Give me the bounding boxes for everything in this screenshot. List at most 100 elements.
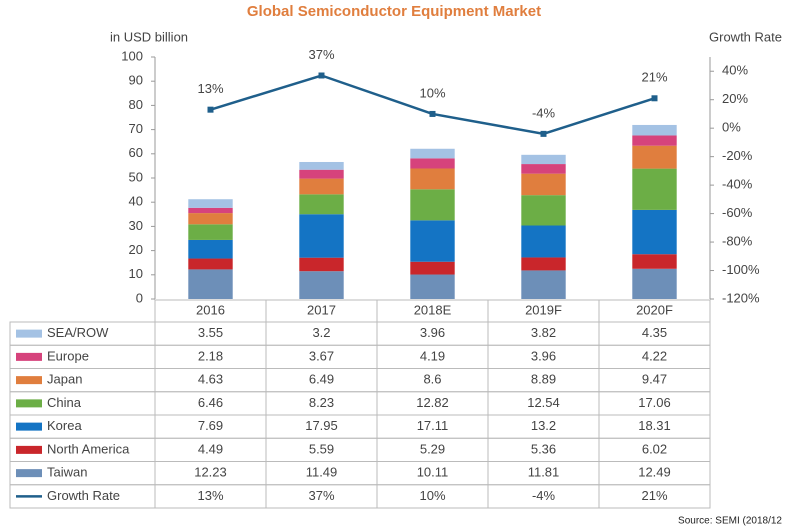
x-tick-label: 2019F (525, 302, 562, 317)
data-label: -4% (532, 105, 556, 120)
table-value: 4.35 (642, 325, 667, 340)
legend-swatch (16, 376, 42, 385)
bar-segment (521, 154, 566, 165)
bar-segment (410, 189, 455, 221)
table-value: 3.82 (531, 325, 556, 340)
y2-tick-label: -40% (722, 177, 753, 192)
table-value: 13% (197, 488, 223, 503)
y2-tick-label: 0% (722, 120, 741, 135)
bar-segment (521, 173, 566, 196)
bar-segment (632, 145, 677, 169)
table-value: 2.18 (198, 348, 223, 363)
bar-segment (632, 209, 677, 255)
table-value: 8.23 (309, 395, 334, 410)
table-value: 18.31 (638, 418, 671, 433)
y-tick-label: 0 (136, 290, 143, 305)
y-tick-label: 20 (129, 242, 143, 257)
chart-title: Global Semiconductor Equipment Market (247, 3, 541, 20)
data-label: 21% (641, 70, 667, 85)
table-value: 5.36 (531, 441, 556, 456)
table-value: 13.2 (531, 418, 556, 433)
bar-segment (299, 271, 344, 299)
y-tick-label: 10 (129, 266, 143, 281)
table-value: -4% (532, 488, 556, 503)
y2-tick-label: -120% (722, 290, 760, 305)
table-value: 3.96 (420, 325, 445, 340)
bar-segment (299, 257, 344, 272)
table-value: 4.63 (198, 372, 223, 387)
table-value: 3.55 (198, 325, 223, 340)
bar-segment (632, 135, 677, 146)
bar-segment (299, 214, 344, 258)
growth-line (210, 74, 655, 136)
table-value: 3.96 (531, 348, 556, 363)
table-value: 4.22 (642, 348, 667, 363)
x-tick-label: 2017 (307, 302, 336, 317)
table-value: 6.46 (198, 395, 223, 410)
table-value: 12.54 (527, 395, 560, 410)
bar-segment (632, 168, 677, 210)
table-value: 5.59 (309, 441, 334, 456)
table-value: 12.23 (194, 465, 227, 480)
table-value: 8.6 (423, 372, 441, 387)
legend-swatch (16, 329, 42, 338)
bar-segment (188, 239, 233, 259)
bar-segment (521, 195, 566, 226)
table-value: 3.67 (309, 348, 334, 363)
bar-segment (632, 268, 677, 299)
line-marker (651, 95, 658, 102)
source-note: Source: SEMI (2018/12 (678, 516, 782, 527)
table-value: 11.81 (528, 465, 560, 480)
y-tick-label: 60 (129, 145, 143, 160)
table-value: 6.02 (642, 441, 667, 456)
y-tick-label: 80 (129, 97, 143, 112)
legend-swatch (16, 469, 42, 478)
legend-swatch (16, 352, 42, 361)
line-marker (318, 72, 325, 79)
bar-segment (299, 169, 344, 179)
table-value: 17.95 (305, 418, 338, 433)
table-value: 10.11 (417, 465, 449, 480)
bar-segment (188, 213, 233, 225)
y2-tick-label: 40% (722, 63, 748, 78)
bar-segment (410, 220, 455, 262)
table-value: 21% (641, 488, 667, 503)
y2-tick-label: -100% (722, 262, 760, 277)
table-value: 17.06 (638, 395, 671, 410)
y-tick-label: 50 (129, 169, 143, 184)
x-tick-label: 2020F (636, 302, 673, 317)
bar-segment (188, 269, 233, 299)
y2-axis-label: Growth Rate (709, 29, 782, 44)
legend-label: Taiwan (47, 465, 87, 480)
bar-segment (299, 161, 344, 170)
table-cell (598, 484, 711, 509)
legend-label: Europe (47, 348, 89, 363)
legend-label: China (47, 395, 82, 410)
bar-segment (521, 225, 566, 258)
bar-segment (188, 199, 233, 208)
table-value: 4.49 (198, 441, 223, 456)
legend-swatch (16, 445, 42, 454)
legend-swatch (16, 422, 42, 431)
data-label: 10% (419, 85, 445, 100)
y-tick-label: 40 (129, 194, 143, 209)
table-value: 4.19 (420, 348, 445, 363)
bar-segment (410, 148, 455, 159)
y-tick-label: 100 (121, 48, 143, 63)
bar-segment (188, 224, 233, 240)
table-value: 12.49 (638, 465, 671, 480)
bar-segment (410, 261, 455, 275)
bar-segment (521, 164, 566, 174)
legend-swatch (16, 399, 42, 408)
legend-label: SEA/ROW (47, 325, 109, 340)
table-value: 12.82 (416, 395, 449, 410)
x-tick-label: 2018E (414, 302, 452, 317)
table-value: 37% (308, 488, 334, 503)
table-value: 8.89 (531, 372, 556, 387)
line-marker (429, 110, 436, 117)
bar-segment (188, 258, 233, 270)
legend-label: Growth Rate (47, 488, 120, 503)
line-marker (540, 130, 547, 137)
y-tick-label: 90 (129, 73, 143, 88)
table-value: 3.2 (312, 325, 330, 340)
